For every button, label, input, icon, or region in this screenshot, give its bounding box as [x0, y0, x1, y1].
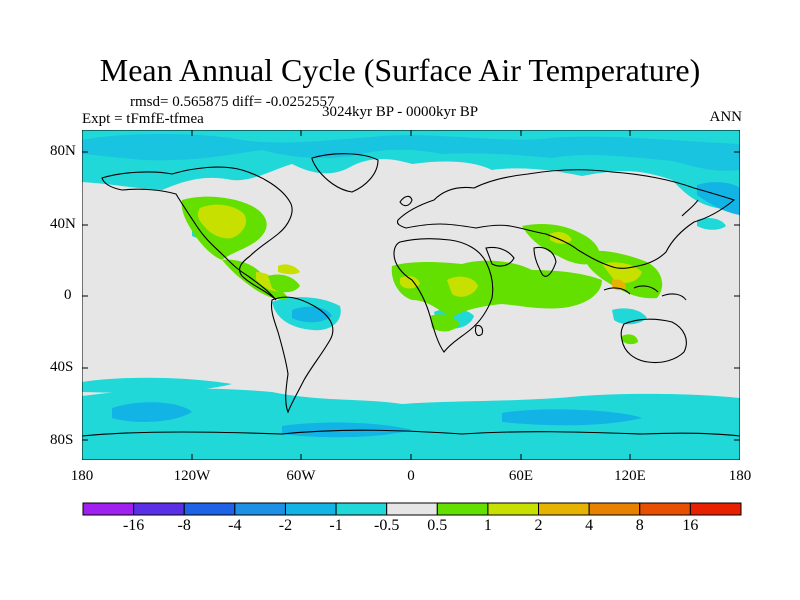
australia-warm — [622, 334, 638, 345]
coastline-south-america — [270, 296, 334, 414]
colorbar-box — [588, 502, 641, 516]
coastline-greenland — [311, 153, 379, 193]
lon-label-120e: 120E — [614, 468, 646, 484]
coastline-africa — [393, 238, 494, 353]
antarctic-anomaly — [82, 377, 740, 460]
lat-label-40s: 40S — [50, 359, 74, 375]
colorbar-box — [538, 502, 590, 516]
coastline-uk — [399, 195, 413, 207]
colorbar-box — [639, 502, 691, 516]
lon-label-0: 0 — [407, 468, 415, 484]
lon-ticks — [191, 130, 631, 460]
colorbar-box — [487, 502, 540, 516]
coastline-australia — [620, 318, 687, 364]
colorbar-label: 8 — [635, 517, 644, 534]
colorbar-label: 16 — [682, 517, 699, 534]
colorbar-label: -16 — [122, 517, 145, 534]
coastline-antarctica — [82, 429, 740, 437]
coastline-north-america — [101, 166, 293, 301]
coastline-eurasia — [396, 169, 736, 269]
colorbar-box — [284, 502, 337, 516]
coastlines — [82, 153, 740, 437]
lon-label-180e: 180 — [728, 468, 752, 484]
africa-warm-strong — [400, 276, 478, 297]
colorbar-label: -1 — [329, 517, 343, 534]
lat-label-80s: 80S — [50, 432, 74, 448]
season-label: ANN — [709, 109, 743, 125]
colorbar-box — [133, 502, 185, 516]
lat-ticks — [82, 151, 740, 441]
colorbar-box — [183, 502, 236, 516]
colorbar-label: -4 — [228, 517, 242, 534]
south-america-warm — [268, 264, 300, 293]
arctic-anomaly-darker — [82, 134, 740, 215]
coastline-japan — [681, 199, 699, 217]
colorbar-label: 2 — [534, 517, 543, 534]
colorbar-box — [82, 502, 135, 516]
colorbar-label: -2 — [278, 517, 293, 534]
period-label: 3024kyr BP - 0000kyr BP — [322, 104, 479, 120]
coastline-arabia-india — [485, 246, 557, 277]
colorbar-box — [436, 502, 489, 516]
stats-text: rmsd= 0.565875 diff= -0.0252557 — [130, 94, 335, 110]
coastline-indonesia — [603, 285, 687, 301]
lon-label-60e: 60E — [508, 468, 534, 484]
coastline-madagascar — [474, 324, 484, 337]
lat-label-40n: 40N — [50, 216, 76, 232]
americas-warm-strong — [197, 204, 247, 239]
temperature-map — [82, 130, 740, 460]
colorbar-box — [386, 502, 438, 516]
lon-label-60w: 60W — [286, 468, 316, 484]
lon-label-120w: 120W — [173, 468, 211, 484]
colorbar-box — [234, 502, 286, 516]
colorbar-label: -0.5 — [374, 517, 400, 534]
colorbar-box — [689, 502, 742, 516]
chart-title: Mean Annual Cycle (Surface Air Temperatu… — [99, 52, 701, 88]
lat-label-0: 0 — [64, 287, 72, 303]
experiment-label: Expt = tFmfE-tfmea — [82, 111, 204, 127]
colorbar-box — [335, 502, 388, 516]
colorbar-label: 1 — [483, 517, 492, 534]
lon-label-180w: 180 — [70, 468, 94, 484]
colorbar-label: 0.5 — [427, 517, 448, 534]
colorbar-label: -8 — [177, 517, 191, 534]
colorbar — [82, 502, 742, 516]
colorbar-label: 4 — [585, 517, 594, 534]
lat-label-80n: 80N — [50, 143, 76, 159]
